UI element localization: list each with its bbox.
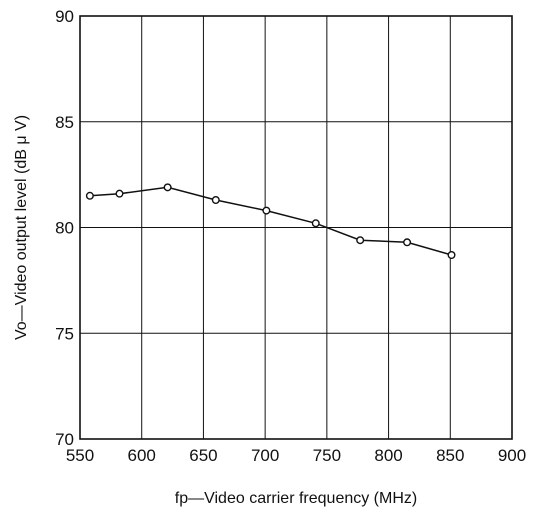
data-point — [403, 238, 412, 247]
x-tick-label: 650 — [189, 446, 217, 465]
x-tick-label: 750 — [313, 446, 341, 465]
data-point — [447, 250, 456, 259]
y-tick-labels: 70 75 80 85 90 — [55, 7, 74, 449]
data-point — [85, 191, 94, 200]
series-layer — [85, 183, 456, 259]
x-tick-label: 850 — [436, 446, 464, 465]
x-tick-label: 600 — [128, 446, 156, 465]
y-tick-label: 80 — [55, 219, 74, 238]
y-tick-label: 85 — [55, 113, 74, 132]
data-point — [262, 206, 271, 215]
series-line — [89, 186, 452, 256]
y-tick-label: 70 — [55, 430, 74, 449]
x-tick-label: 700 — [251, 446, 279, 465]
plot-frame — [79, 15, 513, 440]
x-tick-label: 550 — [66, 446, 94, 465]
y-tick-label: 75 — [55, 324, 74, 343]
data-point — [211, 196, 220, 205]
y-axis-title: Vo—Video output level (dB μ V) — [13, 115, 30, 340]
data-point — [163, 183, 172, 192]
data-point — [356, 236, 365, 245]
data-point — [115, 189, 124, 198]
data-point — [311, 219, 320, 228]
y-tick-label: 90 — [55, 7, 74, 26]
x-tick-labels: 550 600 650 700 750 800 850 900 — [66, 446, 526, 465]
x-tick-label: 900 — [498, 446, 526, 465]
grid — [80, 16, 512, 439]
x-tick-label: 800 — [374, 446, 402, 465]
x-axis-title: fp—Video carrier frequency (MHz) — [175, 490, 417, 507]
